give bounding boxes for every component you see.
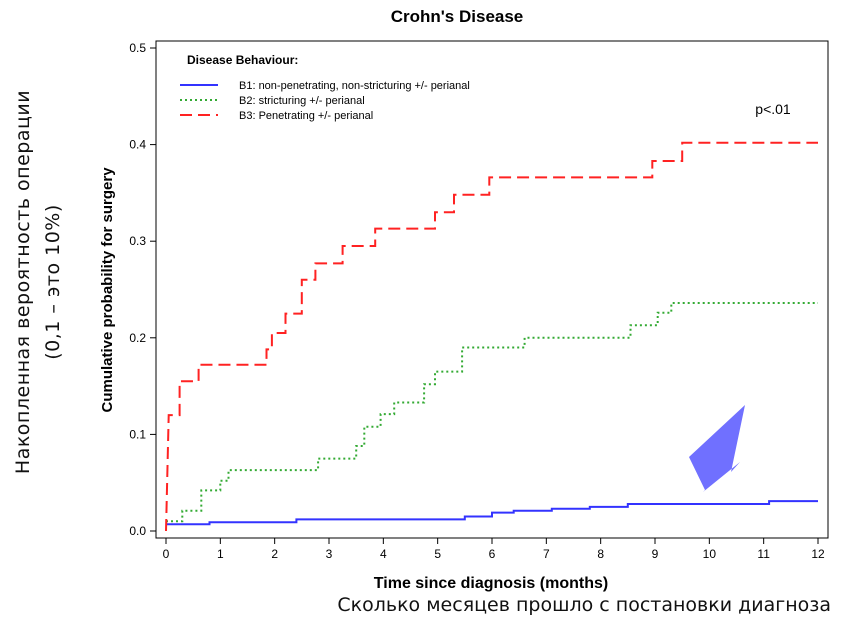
x-tick-label: 3: [326, 547, 333, 561]
series-line-b3: [165, 141, 818, 532]
x-tick-label: 8: [597, 547, 604, 561]
x-tick-label: 5: [434, 547, 441, 561]
x-tick-label: 4: [380, 547, 387, 561]
y-tick-label: 0.0: [129, 524, 146, 538]
y-tick-label: 0.3: [129, 234, 146, 248]
x-tick-label: 6: [489, 547, 496, 561]
arrow-icon: [689, 405, 745, 492]
series-layer: [165, 141, 818, 532]
x-tick-label: 0: [163, 547, 170, 561]
y-tick-label: 0.1: [129, 427, 146, 441]
legend-label-b2: B2: stricturing +/- perianal: [239, 95, 365, 107]
legend-entries: B1: non-penetrating, non-stricturing +/-…: [180, 80, 470, 122]
legend-label-b3: B3: Penetrating +/- perianal: [239, 110, 373, 122]
series-line-b1: [166, 500, 818, 526]
x-tick-label: 12: [811, 547, 825, 561]
x-tick-label: 11: [757, 547, 770, 561]
y-tick-label: 0.5: [129, 41, 146, 55]
p-value: p<.01: [755, 101, 791, 117]
legend-title: Disease Behaviour:: [187, 53, 298, 67]
x-tick-label: 10: [703, 547, 717, 561]
russian-y-annotation-line2: (0,1 – это 10%): [42, 204, 64, 360]
x-tick-label: 7: [543, 547, 550, 561]
russian-x-annotation: Сколько месяцев прошло с постановки диаг…: [337, 594, 831, 616]
x-tick-label: 2: [271, 547, 278, 561]
russian-y-annotation: Накопленная вероятность операции (0,1 – …: [8, 22, 80, 542]
y-axis-label: Cumulative probability for surgery: [99, 167, 116, 413]
x-tick-label: 1: [217, 547, 224, 561]
y-tick-label: 0.2: [129, 331, 146, 345]
russian-y-annotation-line1: Накопленная вероятность операции: [12, 89, 34, 475]
legend: Disease Behaviour: B1: non-penetrating, …: [180, 53, 470, 122]
x-axis: 0 1 2 3 4 5 6 7 8 9 10 11 12: [163, 538, 825, 561]
x-tick-label: 9: [652, 547, 659, 561]
series-line-b2: [166, 302, 818, 523]
y-tick-label: 0.4: [129, 138, 146, 152]
y-axis: 0.0 0.1 0.2 0.3 0.4 0.5: [129, 41, 157, 538]
chart-title: Crohn's Disease: [391, 7, 524, 26]
x-axis-label: Time since diagnosis (months): [374, 575, 608, 592]
legend-label-b1: B1: non-penetrating, non-stricturing +/-…: [239, 80, 470, 92]
